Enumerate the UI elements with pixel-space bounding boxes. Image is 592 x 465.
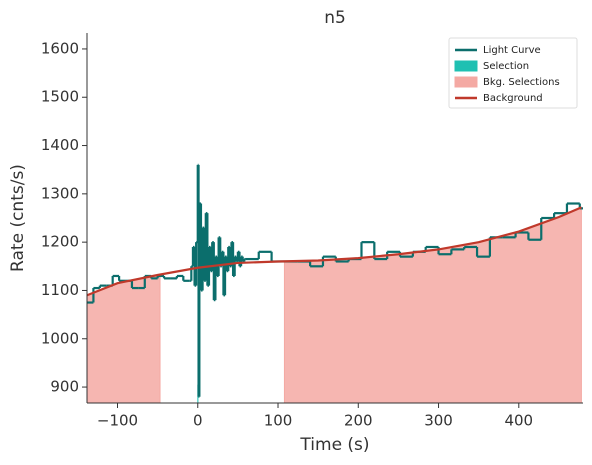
y-tick-label: 1000 xyxy=(41,329,79,347)
legend-label: Light Curve xyxy=(483,45,541,56)
plot-layer xyxy=(87,163,583,403)
y-tick-label: 1600 xyxy=(41,39,79,57)
x-tick-label: 400 xyxy=(504,412,533,430)
x-tick-label: 100 xyxy=(264,412,293,430)
chart-title: n5 xyxy=(324,8,346,28)
y-tick-label: 1100 xyxy=(41,281,79,299)
x-tick-label: −100 xyxy=(97,412,138,430)
y-axis-label: Rate (cnts/s) xyxy=(8,164,28,272)
legend-patch xyxy=(454,60,478,72)
x-axis-label: Time (s) xyxy=(299,435,369,455)
legend-label: Background xyxy=(483,93,543,104)
light-curve-risers xyxy=(92,164,581,397)
legend-patch xyxy=(454,76,478,88)
background-line xyxy=(87,206,582,297)
x-tick-label: 0 xyxy=(193,412,203,430)
y-tick-label: 1200 xyxy=(41,233,79,251)
legend-box xyxy=(448,37,578,109)
y-tick-label: 1400 xyxy=(41,136,79,154)
legend: Light Curve Selection Bkg. Selections Backg… xyxy=(448,37,578,109)
bkg-selection xyxy=(87,273,161,403)
legend-label: Selection xyxy=(483,61,529,72)
x-tick-label: 300 xyxy=(424,412,453,430)
y-tick-label: 900 xyxy=(50,378,79,396)
x-tick-label: 200 xyxy=(344,412,373,430)
y-tick-label: 1500 xyxy=(41,88,79,106)
y-tick-label: 1300 xyxy=(41,184,79,202)
bkg-selection xyxy=(283,206,582,403)
legend-label: Bkg. Selections xyxy=(483,77,560,88)
